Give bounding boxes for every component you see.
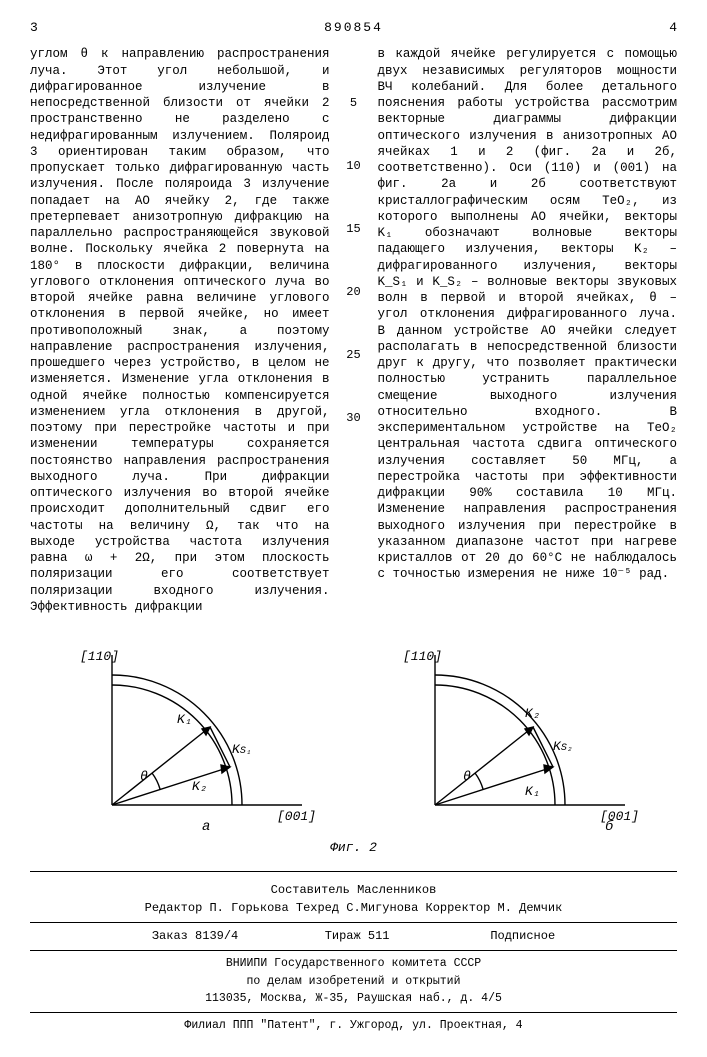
page-left: 3 [30, 20, 38, 36]
line-marker: 10 [345, 159, 363, 174]
right-column: в каждой ячейке регулируется с помощью д… [378, 46, 678, 615]
address-line: 113035, Москва, Ж-35, Раушская наб., д. … [30, 992, 677, 1006]
header: 3 890854 4 [30, 20, 677, 36]
line-marker: 25 [345, 348, 363, 363]
vector-k1-label: K₁ [177, 712, 193, 727]
line-marker: 15 [345, 222, 363, 237]
org-line-2: по делам изобретений и открытий [30, 975, 677, 989]
figures-row: [110] [001] K₁ K₂ KS₁ θ а [30, 635, 677, 835]
vector-ks1-label: KS₁ [232, 742, 252, 757]
document-number: 890854 [38, 20, 669, 36]
branch-line: Филиал ППП "Патент", г. Ужгород, ул. Про… [30, 1019, 677, 1033]
line-number-gutter: 5 10 15 20 25 30 [345, 46, 363, 615]
composer-line: Составитель Масленников [30, 883, 677, 898]
vector-k2-label: K₂ [525, 706, 541, 721]
vector-diagram-a: [110] [001] K₁ K₂ KS₁ θ а [62, 635, 322, 835]
line-marker: 30 [345, 411, 363, 426]
tirazh: Тираж 511 [325, 929, 390, 943]
editors-line: Редактор П. Горькова Техред С.Мигунова К… [30, 901, 677, 916]
axis-y-label: [110] [80, 649, 119, 664]
axis-y-label: [110] [403, 649, 442, 664]
sub-label-b: б [605, 818, 614, 835]
sub-label-a: а [202, 819, 210, 835]
vector-ks2-label: KS₂ [553, 739, 573, 754]
order-line: Заказ 8139/4 Тираж 511 Подписное [30, 929, 677, 944]
page-right: 4 [669, 20, 677, 36]
line-marker: 20 [345, 285, 363, 300]
body-columns: углом θ к направлению распространения лу… [30, 46, 677, 615]
theta-label: θ [140, 769, 148, 784]
sign: Подписное [490, 929, 555, 943]
org-line-1: ВНИИПИ Государственного комитета СССР [30, 957, 677, 971]
line-marker: 5 [345, 96, 363, 111]
figure-caption: Фиг. 2 [30, 840, 677, 856]
left-column: углом θ к направлению распространения лу… [30, 46, 330, 615]
vector-k1-label: K₁ [525, 784, 541, 799]
vector-diagram-b: [110] [001] K₂ K₁ KS₂ θ б [385, 635, 645, 835]
theta-label: θ [463, 769, 471, 784]
vector-k2-label: K₂ [192, 779, 208, 794]
axis-x-label: [001] [277, 809, 316, 824]
order-number: Заказ 8139/4 [152, 929, 238, 943]
footer: Составитель Масленников Редактор П. Горь… [30, 871, 677, 1034]
page: 3 890854 4 углом θ к направлению распрос… [0, 0, 707, 1057]
